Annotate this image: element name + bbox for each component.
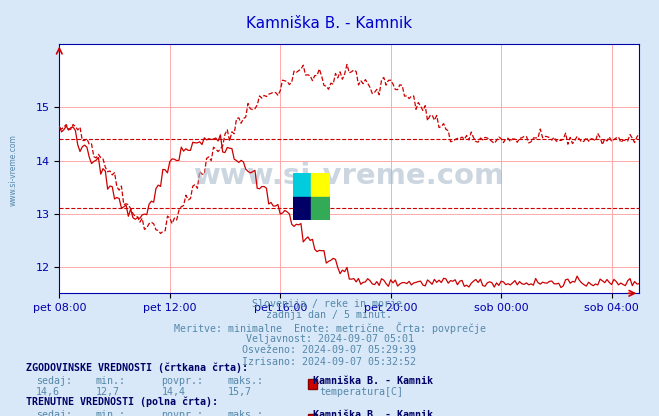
Text: 14,6: 14,6 bbox=[36, 387, 60, 397]
Text: ZGODOVINSKE VREDNOSTI (črtkana črta):: ZGODOVINSKE VREDNOSTI (črtkana črta): bbox=[26, 363, 248, 373]
Text: maks.:: maks.: bbox=[227, 410, 264, 416]
Text: TRENUTNE VREDNOSTI (polna črta):: TRENUTNE VREDNOSTI (polna črta): bbox=[26, 397, 218, 407]
Text: zadnji dan / 5 minut.: zadnji dan / 5 minut. bbox=[266, 310, 393, 320]
Text: temperatura[C]: temperatura[C] bbox=[320, 387, 403, 397]
Bar bbox=[293, 173, 312, 197]
Text: Osveženo: 2024-09-07 05:29:39: Osveženo: 2024-09-07 05:29:39 bbox=[243, 345, 416, 355]
Bar bbox=[312, 197, 330, 220]
Text: sedaj:: sedaj: bbox=[36, 376, 72, 386]
Text: min.:: min.: bbox=[96, 410, 126, 416]
Text: 12,7: 12,7 bbox=[96, 387, 119, 397]
Bar bbox=[312, 173, 330, 197]
Text: 15,7: 15,7 bbox=[227, 387, 251, 397]
Text: Slovenija / reke in morje.: Slovenija / reke in morje. bbox=[252, 299, 407, 309]
Text: www.si-vreme.com: www.si-vreme.com bbox=[194, 162, 505, 190]
Text: Kamniška B. - Kamnik: Kamniška B. - Kamnik bbox=[246, 16, 413, 31]
Bar bbox=[293, 197, 312, 220]
Text: Veljavnost: 2024-09-07 05:01: Veljavnost: 2024-09-07 05:01 bbox=[246, 334, 413, 344]
Text: Kamniška B. - Kamnik: Kamniška B. - Kamnik bbox=[313, 410, 433, 416]
Text: Kamniška B. - Kamnik: Kamniška B. - Kamnik bbox=[313, 376, 433, 386]
Text: povpr.:: povpr.: bbox=[161, 376, 204, 386]
Text: Izrisano: 2024-09-07 05:32:52: Izrisano: 2024-09-07 05:32:52 bbox=[243, 357, 416, 367]
Text: 14,4: 14,4 bbox=[161, 387, 185, 397]
Text: sedaj:: sedaj: bbox=[36, 410, 72, 416]
Text: min.:: min.: bbox=[96, 376, 126, 386]
Text: maks.:: maks.: bbox=[227, 376, 264, 386]
Text: www.si-vreme.com: www.si-vreme.com bbox=[9, 135, 18, 206]
Text: povpr.:: povpr.: bbox=[161, 410, 204, 416]
Text: Meritve: minimalne  Enote: metrične  Črta: povprečje: Meritve: minimalne Enote: metrične Črta:… bbox=[173, 322, 486, 334]
